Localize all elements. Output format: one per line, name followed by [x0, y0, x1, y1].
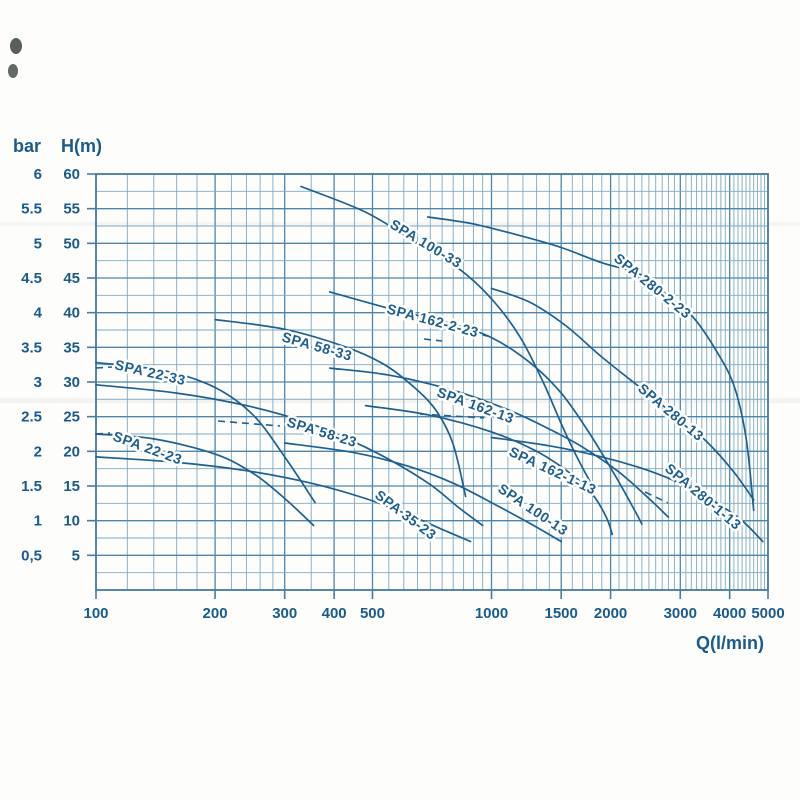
- x-tick-label: 1000: [475, 605, 508, 622]
- curve-label-SPA-162-13: SPA 162-13: [435, 384, 516, 427]
- curve-SPA-162-13: [328, 367, 670, 519]
- curve-SPA-162-1-13: [364, 404, 614, 536]
- y-tick-label-meters: 40: [63, 305, 80, 322]
- y-tick-label-bar: 3: [34, 374, 42, 391]
- dashed-curve-segment: [95, 432, 111, 435]
- curve-SPA-58-33: [214, 318, 467, 498]
- x-tick-label: 300: [272, 605, 297, 622]
- curve-label-SPA-100-13: SPA 100-13: [495, 480, 571, 538]
- y-axis-unit-bar: bar: [13, 136, 41, 156]
- curve-label-SPA-162-2-23: SPA 162-2-23: [385, 300, 480, 340]
- y-tick-label-bar: 0,5: [21, 547, 42, 564]
- y-tick-label-bar: 5: [34, 235, 42, 252]
- curve-SPA-100-13: [283, 442, 563, 543]
- curve-SPA-162-2-23: [328, 291, 643, 525]
- curve-SPA-100-33: [300, 185, 594, 487]
- curve-label-SPA-35-23: SPA 35-23: [372, 487, 439, 543]
- curve-SPA-58-23: [95, 383, 484, 527]
- y-tick-label-meters: 55: [63, 201, 80, 218]
- curve-SPA-280-2-23: [426, 216, 755, 512]
- y-tick-label-meters: 45: [63, 270, 80, 287]
- dashed-segments: [95, 321, 669, 504]
- curve-SPA-22-33: [95, 361, 316, 504]
- y-tick-label-bar: 1.5: [21, 478, 42, 495]
- x-tick-label: 400: [322, 605, 347, 622]
- curve-SPA-280-13: [490, 287, 755, 501]
- curve-SPA-22-23: [95, 433, 315, 527]
- x-tick-label: 1500: [544, 605, 577, 622]
- y-tick-label-meters: 5: [72, 547, 80, 564]
- y-tick-label-bar: 2: [34, 443, 42, 460]
- y-tick-label-meters: 60: [63, 166, 80, 183]
- dashed-curve-segment: [423, 338, 443, 342]
- pump-curves: [95, 185, 764, 543]
- y-tick-label-bar: 5.5: [21, 201, 42, 218]
- grid: [95, 173, 769, 591]
- dashed-curve-segment: [217, 420, 281, 427]
- y-tick-label-bar: 4.5: [21, 270, 42, 287]
- x-tick-label: 5000: [751, 605, 784, 622]
- axis-ticks: [87, 173, 769, 599]
- x-tick-label: 3000: [664, 605, 697, 622]
- y-tick-label-bar: 6: [34, 166, 42, 183]
- curve-SPA-280-1-13: [490, 436, 764, 543]
- y-tick-label-meters: 10: [63, 513, 80, 530]
- y-tick-label-bar: 2.5: [21, 409, 42, 426]
- y-tick-label-meters: 15: [63, 478, 80, 495]
- curve-label-SPA-58-33: SPA 58-33: [280, 329, 354, 364]
- dashed-curve-segment: [95, 366, 113, 369]
- y-tick-label-bar: 3.5: [21, 339, 42, 356]
- y-tick-label-meters: 25: [63, 409, 80, 426]
- y-axis-unit-meters: H(m): [61, 136, 102, 156]
- x-tick-label: 4000: [713, 605, 746, 622]
- dashed-curve-segment: [644, 491, 669, 504]
- curve-SPA-35-23: [95, 456, 472, 543]
- scan-band: [0, 398, 800, 403]
- y-tick-label-meters: 30: [63, 374, 80, 391]
- x-tick-label: 2000: [594, 605, 627, 622]
- y-tick-label-bar: 1: [34, 513, 42, 530]
- x-axis-unit: Q(l/min): [696, 633, 764, 653]
- scan-artifact: [10, 38, 22, 54]
- y-tick-label-meters: 20: [63, 443, 80, 460]
- x-tick-label: 100: [83, 605, 108, 622]
- scan-artifact: [8, 64, 18, 78]
- x-tick-label: 500: [360, 605, 385, 622]
- y-tick-label-meters: 50: [63, 235, 80, 252]
- y-tick-label-bar: 4: [34, 305, 43, 322]
- scan-band: [0, 222, 800, 226]
- axis-tick-labels: 100 200 300 400 500 1000 1500 2000 3000 4000 5000 6…: [21, 166, 785, 622]
- x-tick-label: 200: [203, 605, 228, 622]
- dashed-curve-segment: [419, 413, 485, 419]
- y-tick-label-meters: 35: [63, 339, 80, 356]
